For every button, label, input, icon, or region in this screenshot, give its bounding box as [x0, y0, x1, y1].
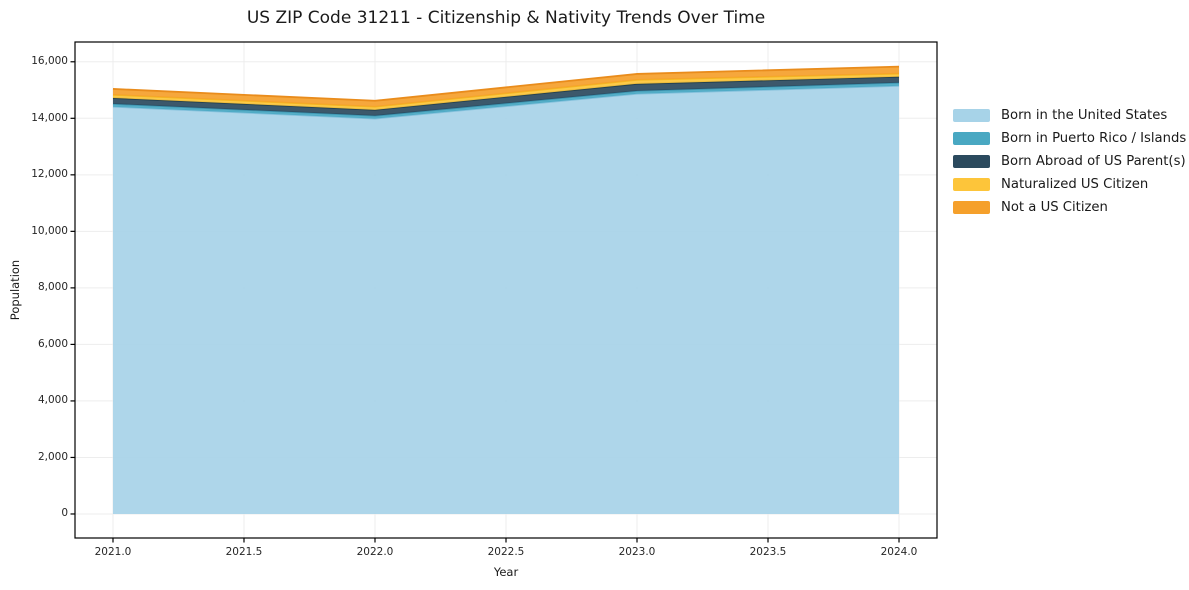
legend-item-2: Born Abroad of US Parent(s) [953, 150, 1186, 173]
y-tick-label: 14,000 [31, 111, 68, 124]
x-tick-label: 2022.0 [356, 546, 394, 558]
area-series-1 [112, 82, 900, 119]
legend-swatch-icon [953, 155, 990, 168]
legend: Born in the United States Born in Puerto … [953, 104, 1186, 219]
legend-item-3: Naturalized US Citizen [953, 173, 1186, 196]
legend-label: Born in the United States [1001, 108, 1168, 123]
y-tick-label: 4,000 [37, 394, 68, 407]
y-tick-label: 12,000 [31, 168, 68, 181]
legend-label: Born Abroad of US Parent(s) [1001, 154, 1186, 169]
legend-item-1: Born in Puerto Rico / Islands [953, 127, 1186, 150]
legend-label: Not a US Citizen [1001, 200, 1108, 215]
legend-swatch-icon [953, 109, 990, 122]
x-tick-label: 2021.5 [225, 546, 263, 558]
chart-title: US ZIP Code 31211 - Citizenship & Nativi… [246, 8, 766, 28]
y-tick-label: 0 [61, 507, 68, 520]
x-tick-label: 2023.0 [618, 546, 656, 558]
legend-swatch-icon [953, 178, 990, 191]
y-tick-label: 6,000 [37, 337, 68, 350]
x-tick-label: 2023.5 [749, 546, 787, 558]
x-tick-label: 2024.0 [880, 546, 918, 558]
legend-label: Born in Puerto Rico / Islands [1001, 131, 1187, 146]
legend-item-4: Not a US Citizen [953, 196, 1186, 219]
legend-swatch-icon [953, 201, 990, 214]
y-tick-label: 2,000 [37, 450, 68, 463]
y-tick-label: 8,000 [37, 281, 68, 294]
y-tick-label: 10,000 [31, 224, 68, 237]
area-series-0 [112, 85, 900, 514]
area-series-3 [112, 73, 900, 110]
legend-label: Naturalized US Citizen [1001, 177, 1149, 192]
legend-swatch-icon [953, 132, 990, 145]
area-series-2 [112, 76, 900, 116]
area-series-4 [112, 66, 900, 107]
x-tick-label: 2022.5 [487, 546, 525, 558]
legend-item-0: Born in the United States [953, 104, 1186, 127]
x-axis-title: Year [493, 565, 519, 579]
x-tick-label: 2021.0 [94, 546, 132, 558]
edge-line-series-4 [112, 65, 900, 102]
y-tick-label: 16,000 [31, 55, 68, 68]
